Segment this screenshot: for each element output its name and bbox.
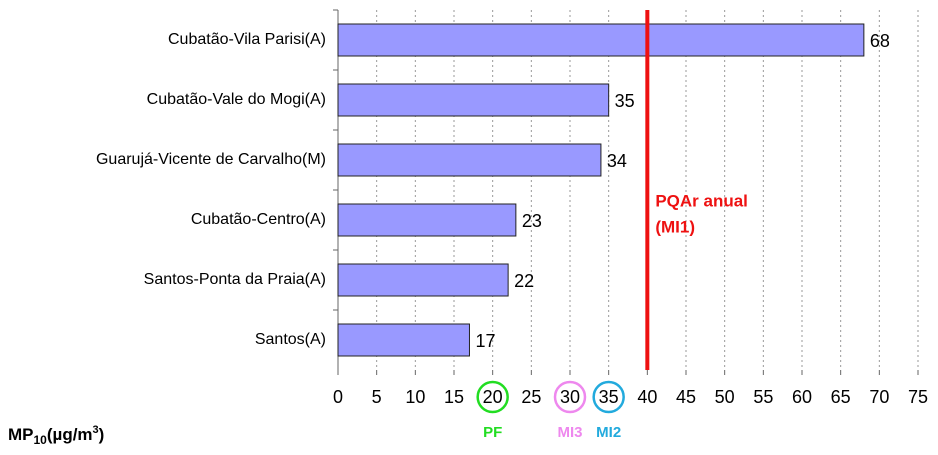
bar <box>337 23 865 57</box>
x-tick-label: 25 <box>521 387 541 407</box>
value-label: 22 <box>514 271 534 291</box>
tick-highlight <box>476 380 509 414</box>
y-tick-label: Guarujá-Vicente de Carvalho(M) <box>96 151 326 168</box>
label-part: ) <box>99 425 105 444</box>
tick-highlight <box>592 380 625 414</box>
value-label: 34 <box>607 151 627 171</box>
y-tick-label: Cubatão-Vila Parisi(A) <box>168 31 326 48</box>
x-tick-label: 35 <box>599 387 619 407</box>
label-sub: 10 <box>34 433 48 447</box>
value-label: 17 <box>475 331 495 351</box>
label-part: (µg/m <box>47 425 93 444</box>
reference-label: PQAr anual <box>655 191 748 210</box>
x-tick-label: 45 <box>676 387 696 407</box>
y-tick-label: Santos(A) <box>255 331 326 348</box>
value-label: 35 <box>615 91 635 111</box>
label-part: MP <box>8 425 34 444</box>
y-tick-label: Santos-Ponta da Praia(A) <box>144 271 326 288</box>
highlight-label: MI2 <box>596 424 621 441</box>
bar <box>337 83 610 117</box>
bar <box>337 203 517 237</box>
x-axis-label: MP10(µg/m3) <box>8 424 104 447</box>
x-tick-label: 50 <box>715 387 735 407</box>
x-tick-label: 55 <box>753 387 773 407</box>
reference-label: (MI1) <box>655 217 695 236</box>
highlight-label: PF <box>483 424 502 441</box>
highlight-label: MI3 <box>557 424 582 441</box>
value-label: 23 <box>522 211 542 231</box>
y-tick-label: Cubatão-Centro(A) <box>191 211 326 228</box>
x-tick-label: 65 <box>831 387 851 407</box>
x-tick-label: 0 <box>333 387 343 407</box>
label-sup: 3 <box>93 424 99 436</box>
x-tick-label: 60 <box>792 387 812 407</box>
bar <box>337 323 470 357</box>
x-tick-label: 70 <box>869 387 889 407</box>
x-tick-label: 30 <box>560 387 580 407</box>
x-tick-label: 75 <box>908 387 928 407</box>
bar <box>337 143 602 177</box>
x-tick-label: 20 <box>483 387 503 407</box>
bar <box>337 263 509 297</box>
x-tick-label: 5 <box>372 387 382 407</box>
x-tick-label: 15 <box>444 387 464 407</box>
tick-highlight <box>553 380 587 414</box>
y-tick-label: Cubatão-Vale do Mogi(A) <box>147 91 326 108</box>
value-label: 68 <box>870 31 890 51</box>
x-tick-label: 10 <box>405 387 425 407</box>
x-tick-label: 40 <box>637 387 657 407</box>
